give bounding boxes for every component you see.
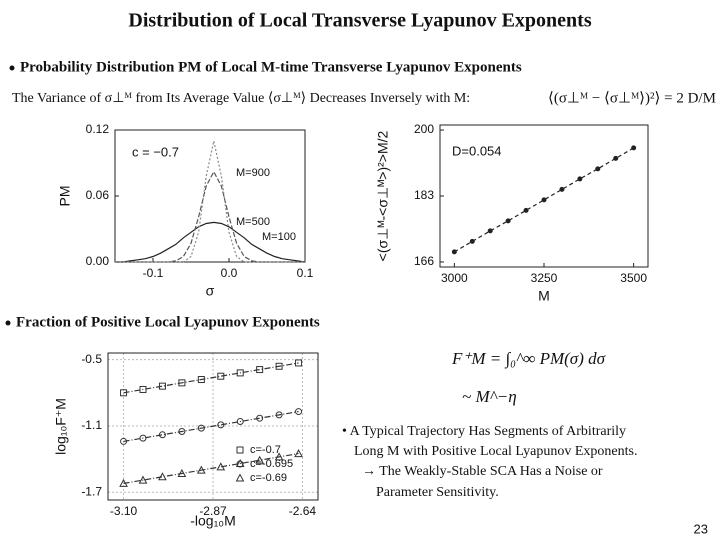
marker [256,414,264,422]
x-axis-label: M [538,288,550,304]
marker [595,166,601,172]
x-tick-label: -2.64 [289,504,317,518]
marker [275,362,283,370]
x-tick-label: 0.0 [221,266,238,280]
y-tick-label: 200 [414,122,434,136]
marker [295,359,303,367]
marker [523,207,529,213]
legend-marker [236,446,244,454]
series-line [115,170,305,263]
legend-marker [235,473,245,482]
marker [178,427,186,435]
series-line [123,410,299,443]
series-label: M=100 [262,231,296,243]
variance-text: The Variance of σ⊥ᴹ from Its Average Val… [12,91,470,106]
marker [120,437,128,445]
series-line [123,362,299,394]
marker [255,455,265,464]
marker [631,145,637,151]
marker [119,478,128,487]
marker [197,376,205,384]
y-tick-label: 183 [414,188,434,202]
marker [541,197,547,203]
bullet-text: Fraction of Positive Local Lyapunov Expo… [16,314,320,330]
y-tick-label: -1.1 [81,418,102,432]
x-tick-label: 3000 [441,271,468,285]
bullet-dot [9,65,15,71]
y-tick-label: 0.06 [86,188,110,202]
plot-frame [114,129,306,263]
note: Long M with Positive Local Lyapunov Expo… [354,444,637,459]
x-tick-label: 3500 [620,271,647,285]
annotation: c = −0.7 [132,144,179,159]
marker [295,408,303,416]
legend-label: c=-0.69 [250,472,287,484]
marker [158,382,166,390]
slide-title: Distribution of Local Transverse Lyapuno… [128,10,591,32]
marker [451,249,457,255]
x-tick-label: 0.1 [297,266,314,280]
variance-formula: ⟨(σ⊥ᴹ − ⟨σ⊥ᴹ⟩)²⟩ = 2 D/M [548,90,716,106]
y-tick-label: -0.5 [81,352,102,366]
marker [139,385,147,393]
marker [216,462,226,471]
legend-label: c=-0.695 [250,458,293,470]
legend-label: c=-0.7 [250,444,281,456]
series-line [115,221,306,263]
series-label: M=500 [236,216,270,228]
marker [274,452,284,461]
marker [217,421,225,429]
y-tick-label: 0.00 [86,254,110,268]
marker [505,218,511,224]
marker [217,372,225,380]
y-tick-label: 166 [414,254,434,268]
marker [235,458,245,468]
marker [294,449,303,458]
marker [158,431,166,439]
y-tick-label: -1.7 [81,484,102,498]
series-label: M=900 [236,167,270,179]
note: • A Typical Trajectory Has Segments of A… [342,424,626,439]
marker [613,155,619,161]
marker [577,176,583,182]
x-tick-label: 3250 [531,271,558,285]
formula: ~ M^−η [462,387,517,406]
x-tick-label: -2.87 [199,504,227,518]
annotation: D=0.054 [452,143,502,158]
series-line [115,140,305,263]
marker [275,411,283,419]
marker [177,468,187,477]
marker [196,465,206,474]
formula: F⁺M = ∫₀^∞ PM(σ) dσ [451,349,606,369]
marker [197,424,205,432]
bullet-dot [5,320,11,326]
bullet-text: Probability Distribution PM of Local M-t… [20,59,522,75]
plot-frame [107,352,319,501]
marker [178,379,186,387]
page-number: 23 [694,521,708,536]
note: Parameter Sensitivity. [376,485,499,500]
marker [559,186,565,192]
marker [487,228,493,234]
x-tick-label: -3.10 [110,504,138,518]
y-axis-label: <(σ⊥ᴹ-<σ⊥ᴹ>)²>M/2 [375,130,391,261]
marker [256,366,264,374]
x-axis-label: σ [206,283,215,299]
marker [139,434,147,442]
y-axis-label: log₁₀F⁺M [53,398,69,455]
x-tick-label: -0.1 [143,266,164,280]
marker [236,418,244,426]
plot-frame [439,124,649,268]
marker [158,472,167,481]
x-axis-label: -log₁₀M [190,513,236,529]
marker [138,475,148,484]
series-line [123,452,299,485]
marker [469,238,475,244]
marker [236,369,244,377]
y-tick-label: 0.12 [86,122,110,136]
y-axis-label: PM [57,186,73,207]
marker [120,389,128,397]
note: → The Weakly-Stable SCA Has a Noise or [362,464,603,479]
